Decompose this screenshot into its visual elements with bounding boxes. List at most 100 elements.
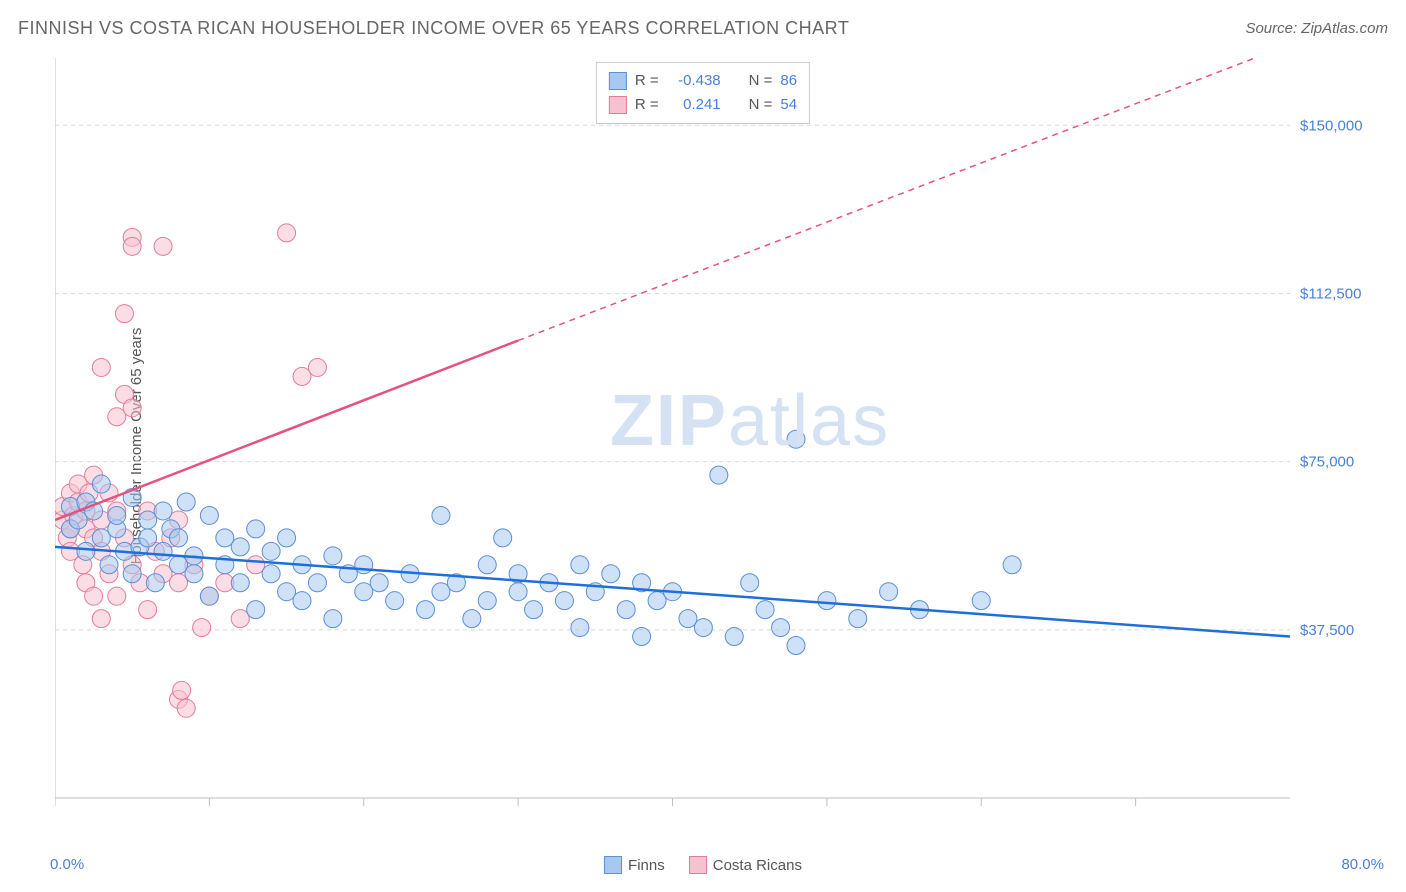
scatter-point	[231, 574, 249, 592]
scatter-point	[509, 583, 527, 601]
chart-title: FINNISH VS COSTA RICAN HOUSEHOLDER INCOM…	[18, 18, 849, 39]
scatter-point	[725, 628, 743, 646]
scatter-point	[849, 610, 867, 628]
scatter-point	[525, 601, 543, 619]
y-tick-label: $37,500	[1300, 622, 1354, 639]
scatter-point	[293, 367, 311, 385]
scatter-point	[308, 574, 326, 592]
scatter-point	[154, 237, 172, 255]
scatter-point	[231, 538, 249, 556]
y-tick-label: $150,000	[1300, 117, 1363, 134]
scatter-point	[880, 583, 898, 601]
scatter-point	[123, 399, 141, 417]
source-label: Source: ZipAtlas.com	[1245, 20, 1388, 37]
scatter-point	[710, 466, 728, 484]
scatter-point	[154, 502, 172, 520]
scatter-point	[648, 592, 666, 610]
legend-series-label: Costa Ricans	[713, 857, 802, 874]
x-axis-max-label: 80.0%	[1341, 856, 1384, 873]
legend-bottom-item: Finns	[604, 856, 665, 874]
scatter-point	[247, 556, 265, 574]
scatter-point	[85, 587, 103, 605]
chart-area: $37,500$75,000$112,500$150,000	[55, 58, 1385, 828]
scatter-point	[370, 574, 388, 592]
scatter-point	[146, 574, 164, 592]
scatter-point	[170, 529, 188, 547]
scatter-point	[324, 610, 342, 628]
scatter-point	[494, 529, 512, 547]
legend-n-value: 54	[780, 93, 797, 117]
scatter-point	[772, 619, 790, 637]
legend-r-label: R =	[635, 93, 659, 117]
scatter-point	[432, 583, 450, 601]
scatter-point	[278, 583, 296, 601]
scatter-point	[170, 556, 188, 574]
scatter-point	[177, 493, 195, 511]
legend-swatch	[609, 72, 627, 90]
scatter-point	[231, 610, 249, 628]
scatter-plot: $37,500$75,000$112,500$150,000	[55, 58, 1385, 828]
legend-r-label: R =	[635, 69, 659, 93]
scatter-point	[108, 506, 126, 524]
scatter-point	[386, 592, 404, 610]
scatter-point	[115, 305, 133, 323]
scatter-point	[123, 237, 141, 255]
scatter-point	[478, 556, 496, 574]
y-tick-label: $112,500	[1300, 285, 1361, 302]
scatter-point	[694, 619, 712, 637]
scatter-point	[92, 610, 110, 628]
scatter-point	[139, 529, 157, 547]
scatter-point	[154, 542, 172, 560]
scatter-point	[787, 430, 805, 448]
scatter-point	[633, 628, 651, 646]
legend-swatch	[604, 856, 622, 874]
scatter-point	[77, 542, 95, 560]
scatter-point	[247, 601, 265, 619]
scatter-point	[185, 565, 203, 583]
scatter-point	[417, 601, 435, 619]
legend-swatch	[609, 96, 627, 114]
scatter-point	[262, 542, 280, 560]
legend-top-row: R = -0.438 N = 86	[609, 69, 797, 93]
legend-series-label: Finns	[628, 857, 665, 874]
scatter-point	[92, 358, 110, 376]
series-legend: Finns Costa Ricans	[604, 856, 802, 874]
legend-n-value: 86	[780, 69, 797, 93]
correlation-legend: R = -0.438 N = 86 R = 0.241 N = 54	[596, 62, 810, 124]
scatter-point	[972, 592, 990, 610]
legend-r-value: -0.438	[667, 69, 721, 93]
scatter-point	[463, 610, 481, 628]
scatter-point	[324, 547, 342, 565]
scatter-point	[571, 556, 589, 574]
legend-r-value: 0.241	[667, 93, 721, 117]
scatter-point	[92, 475, 110, 493]
scatter-point	[108, 587, 126, 605]
trend-line-costaricans-solid	[55, 341, 518, 520]
scatter-point	[355, 556, 373, 574]
scatter-point	[293, 592, 311, 610]
scatter-point	[756, 601, 774, 619]
scatter-point	[278, 529, 296, 547]
scatter-point	[679, 610, 697, 628]
scatter-point	[278, 224, 296, 242]
scatter-point	[100, 556, 118, 574]
x-axis-min-label: 0.0%	[50, 856, 84, 873]
legend-bottom-item: Costa Ricans	[689, 856, 802, 874]
scatter-point	[787, 637, 805, 655]
scatter-point	[355, 583, 373, 601]
scatter-point	[170, 574, 188, 592]
scatter-point	[818, 592, 836, 610]
scatter-point	[123, 565, 141, 583]
scatter-point	[247, 520, 265, 538]
legend-n-label: N =	[749, 69, 773, 93]
scatter-point	[555, 592, 573, 610]
legend-n-label: N =	[749, 93, 773, 117]
scatter-point	[478, 592, 496, 610]
scatter-point	[200, 506, 218, 524]
scatter-point	[216, 529, 234, 547]
legend-swatch	[689, 856, 707, 874]
scatter-point	[308, 358, 326, 376]
legend-top-row: R = 0.241 N = 54	[609, 93, 797, 117]
scatter-point	[602, 565, 620, 583]
scatter-point	[177, 699, 195, 717]
